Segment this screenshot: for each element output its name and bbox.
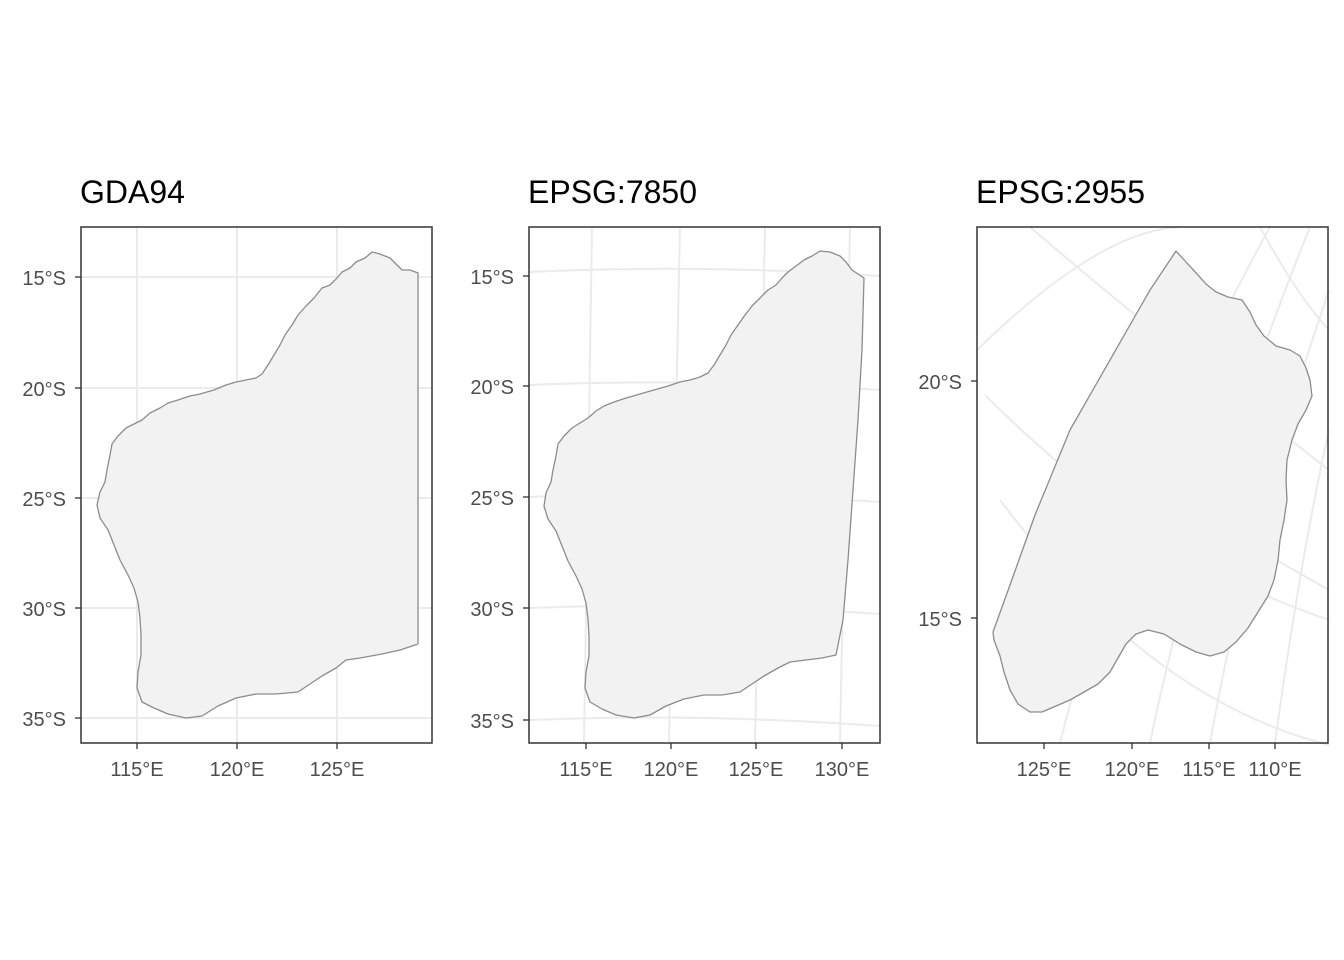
lat-label: 30°S bbox=[22, 599, 66, 621]
lat-axis: 15°S 20°S 25°S 30°S 35°S bbox=[22, 268, 81, 731]
lat-label: 15°S bbox=[918, 609, 962, 631]
panel-title-epsg2955: EPSG:2955 bbox=[976, 174, 1145, 210]
western-australia-shape bbox=[543, 250, 865, 719]
lon-axis: 115°E 120°E 125°E 130°E bbox=[559, 743, 869, 781]
lon-label: 130°E bbox=[815, 759, 870, 781]
western-australia-shape bbox=[992, 250, 1313, 713]
lon-label: 115°E bbox=[110, 759, 163, 781]
lat-label: 25°S bbox=[22, 489, 66, 511]
lon-axis: 125°E 120°E 115°E 110°E bbox=[1017, 743, 1302, 781]
lat-label: 35°S bbox=[22, 709, 66, 731]
lat-label: 20°S bbox=[470, 377, 514, 399]
lat-label: 15°S bbox=[22, 268, 66, 290]
lat-label: 20°S bbox=[22, 379, 66, 401]
lat-axis: 20°S 15°S bbox=[918, 372, 977, 631]
lon-label: 120°E bbox=[644, 759, 699, 781]
lon-label: 125°E bbox=[310, 759, 365, 781]
panel-title-gda94: GDA94 bbox=[80, 174, 185, 210]
lat-label: 15°S bbox=[470, 267, 514, 289]
lat-label: 30°S bbox=[470, 599, 514, 621]
lon-label: 125°E bbox=[729, 759, 784, 781]
lon-label: 110°E bbox=[1248, 759, 1301, 781]
lon-label: 115°E bbox=[559, 759, 612, 781]
panel-gda94: 15°S 20°S 25°S 30°S 35°S 115°E 120°E 125… bbox=[22, 226, 433, 781]
panel-title-epsg7850: EPSG:7850 bbox=[528, 174, 697, 210]
lon-axis: 115°E 120°E 125°E bbox=[110, 743, 364, 781]
lat-label: 35°S bbox=[470, 711, 514, 733]
lon-label: 125°E bbox=[1017, 759, 1072, 781]
lat-label: 20°S bbox=[918, 372, 962, 394]
lon-label: 120°E bbox=[210, 759, 265, 781]
lon-label: 120°E bbox=[1105, 759, 1160, 781]
lat-label: 25°S bbox=[470, 488, 514, 510]
lon-label: 115°E bbox=[1182, 759, 1235, 781]
western-australia-shape bbox=[96, 251, 419, 719]
panel-epsg7850: 15°S 20°S 25°S 30°S 35°S 115°E 120°E 125… bbox=[470, 226, 881, 781]
panel-epsg2955: 20°S 15°S 125°E 120°E 115°E 110°E bbox=[918, 226, 1330, 781]
lat-axis: 15°S 20°S 25°S 30°S 35°S bbox=[470, 267, 529, 733]
